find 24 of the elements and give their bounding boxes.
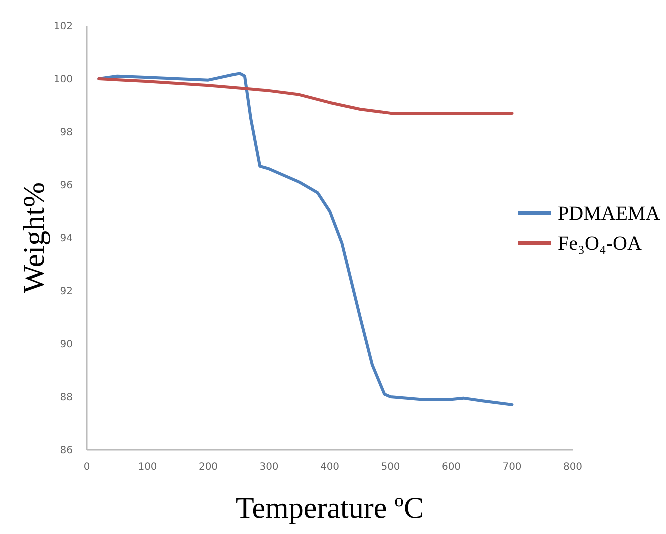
legend-label: Fe₃O₄-OA <box>558 233 642 255</box>
y-tick-label: 88 <box>60 392 73 404</box>
y-tick-label: 96 <box>60 180 73 192</box>
x-tick-label: 0 <box>84 462 90 473</box>
line-series <box>98 78 514 115</box>
y-axis-title: Weight% <box>18 182 51 294</box>
x-axis-title: Temperature ºC <box>236 492 424 525</box>
x-tick-label: 600 <box>442 462 462 473</box>
x-tick-label: 200 <box>198 462 218 473</box>
x-tick-label: 300 <box>260 462 279 473</box>
y-tick-label: 94 <box>60 234 73 244</box>
y-tick-label: 100 <box>54 74 73 86</box>
y-tick-label: 92 <box>60 286 73 298</box>
y-tick-label: 86 <box>60 446 73 456</box>
x-tick-label: 800 <box>563 462 583 473</box>
y-tick-label: 90 <box>60 340 73 350</box>
y-tick-label: 102 <box>54 22 73 32</box>
line-series <box>98 72 514 406</box>
legend-label: PDMAEMA <box>558 203 661 225</box>
x-tick-label: 700 <box>502 462 522 473</box>
y-tick-label: 98 <box>60 128 73 138</box>
x-tick-label: 500 <box>381 462 400 473</box>
x-tick-label: 400 <box>320 462 340 473</box>
x-tick-label: 100 <box>138 462 158 473</box>
